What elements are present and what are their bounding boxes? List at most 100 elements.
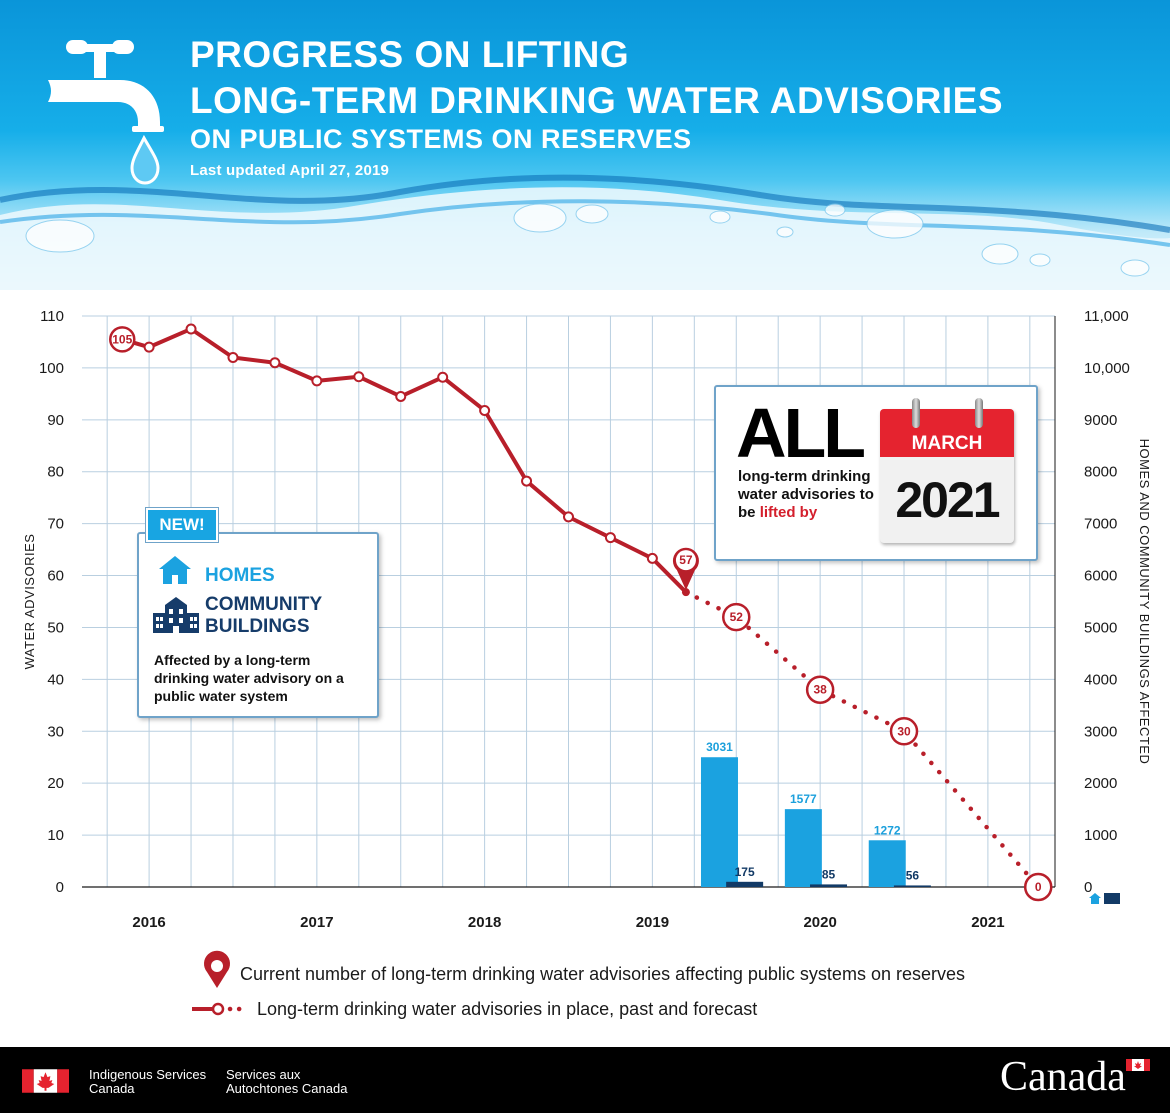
advisory-point xyxy=(395,390,407,402)
x-tick-label: 2016 xyxy=(132,914,165,931)
all-description-text: long-term drinking water advisories to b… xyxy=(738,468,874,521)
forecast-label-marker xyxy=(722,602,751,632)
org-name-french: Services aux Autochtones Canada xyxy=(226,1067,348,1096)
y-tick-label: 90 xyxy=(47,412,64,429)
advisory-point xyxy=(311,375,323,387)
legend-line-marker xyxy=(211,1002,225,1016)
y2-tick-label: 10,000 xyxy=(1084,360,1130,377)
legend-pin-inner xyxy=(211,960,223,972)
calendar-icon: MARCH 2021 xyxy=(880,409,1014,543)
title-line-2: LONG-TERM DRINKING WATER ADVISORIES xyxy=(190,80,1003,121)
current-point xyxy=(681,588,690,597)
y-tick-label: 80 xyxy=(47,464,64,481)
calendar-ring-right xyxy=(975,398,983,428)
footer: Indigenous Services Canada Services aux … xyxy=(0,1047,1170,1113)
y2-tick-label: 11,000 xyxy=(1084,308,1129,325)
forecast-point-label: 38 xyxy=(813,683,827,697)
x-tick-label: 2017 xyxy=(300,914,333,931)
all-heading: ALL xyxy=(736,394,866,472)
legend-current-label: Current number of long-term drinking wat… xyxy=(240,964,965,984)
water-wave-illustration xyxy=(0,174,1170,290)
advisory-point-label: 105 xyxy=(112,332,132,346)
advisory-point xyxy=(521,475,533,487)
forecast-point-label: 0 xyxy=(1035,880,1042,894)
title-line-3: ON PUBLIC SYSTEMS ON RESERVES xyxy=(190,124,692,154)
y-tick-label: 10 xyxy=(47,827,64,844)
title-line-1: PROGRESS ON LIFTING xyxy=(190,34,630,75)
homes-bar xyxy=(784,809,822,887)
last-updated: Last updated April 27, 2019 xyxy=(190,162,390,179)
y-axis-label: WATER ADVISORIES xyxy=(22,534,37,670)
bar-value-label: 3031 xyxy=(706,740,733,754)
homes-label: HOMES xyxy=(205,565,275,586)
bar-value-label: 175 xyxy=(735,865,755,879)
community-buildings-bar xyxy=(810,884,848,887)
y-tick-label: 20 xyxy=(47,775,64,792)
forecast-point-label: 30 xyxy=(897,724,911,738)
forecast-label-marker xyxy=(805,675,835,704)
homes-bar xyxy=(868,840,906,887)
calendar-year: 2021 xyxy=(895,472,1000,528)
legend-line-label: Long-term drinking water advisories in p… xyxy=(257,999,757,1019)
axis-building-icon xyxy=(1104,893,1120,904)
y-tick-label: 50 xyxy=(47,619,64,636)
advisory-point xyxy=(604,532,616,544)
y-tick-label: 110 xyxy=(40,308,64,325)
bar-value-label: 85 xyxy=(822,867,836,881)
advisory-label-marker xyxy=(109,326,136,353)
all-description: long-term drinking water advisories to b… xyxy=(738,468,878,522)
bar-value-label: 56 xyxy=(906,868,920,882)
y2-axis-label: HOMES AND COMMUNITY BUILDINGS AFFECTED xyxy=(1137,439,1152,765)
forecast-point-label: 52 xyxy=(730,610,744,624)
y-tick-label: 100 xyxy=(39,360,64,377)
calendar-month: MARCH xyxy=(911,433,983,454)
advisory-point xyxy=(227,352,239,364)
y2-tick-label: 3000 xyxy=(1084,723,1117,740)
calendar-header xyxy=(880,409,1014,457)
y2-tick-label: 2000 xyxy=(1084,775,1117,792)
house-icon xyxy=(159,556,191,584)
bar-value-label: 1577 xyxy=(790,792,817,806)
current-pin-inner xyxy=(675,550,696,571)
homes-bar xyxy=(700,757,738,887)
y2-tick-label: 8000 xyxy=(1084,464,1117,481)
org-name-english: Indigenous Services Canada xyxy=(89,1067,207,1096)
forecast-label-marker xyxy=(889,717,919,746)
y2-tick-label: 4000 xyxy=(1084,671,1117,688)
bar-value-label: 1272 xyxy=(874,823,901,837)
y2-tick-label: 9000 xyxy=(1084,412,1117,429)
community-buildings-bar xyxy=(726,881,764,887)
y-tick-label: 30 xyxy=(47,723,64,740)
advisory-point xyxy=(353,371,365,383)
y2-tick-label: 5000 xyxy=(1084,619,1117,636)
y-tick-label: 70 xyxy=(47,516,64,533)
advisory-point xyxy=(563,511,574,523)
wordmark-flag-icon xyxy=(1126,1059,1150,1071)
y2-tick-label: 1000 xyxy=(1084,827,1117,844)
y-tick-label: 60 xyxy=(47,568,64,585)
x-tick-label: 2019 xyxy=(636,914,669,931)
y2-tick-label: 6000 xyxy=(1084,568,1117,585)
advisory-point xyxy=(479,404,491,416)
advisory-point xyxy=(185,323,197,335)
advisory-point xyxy=(269,357,281,369)
y2-tick-label: 0 xyxy=(1084,879,1092,896)
calendar-ring-left xyxy=(912,398,920,428)
canada-flag-icon xyxy=(22,1069,69,1093)
advisories-line-forecast xyxy=(683,589,1041,890)
faucet-icon xyxy=(48,40,164,185)
axis-house-icon xyxy=(1089,893,1101,904)
x-tick-label: 2021 xyxy=(971,914,1004,931)
advisory-point xyxy=(646,552,658,564)
y-tick-label: 40 xyxy=(47,671,64,688)
x-tick-label: 2020 xyxy=(803,914,836,931)
new-badge: NEW! xyxy=(146,508,218,542)
lifted-by-text: lifted by xyxy=(759,504,818,521)
y-tick-label: 0 xyxy=(56,879,64,896)
header-banner: PROGRESS ON LIFTING LONG-TERM DRINKING W… xyxy=(0,0,1170,290)
advisory-point xyxy=(437,371,449,383)
community-building-icon xyxy=(153,597,199,633)
new-callout-description: Affected by a long-term drinking water a… xyxy=(154,652,344,704)
y2-tick-label: 7000 xyxy=(1084,516,1117,533)
